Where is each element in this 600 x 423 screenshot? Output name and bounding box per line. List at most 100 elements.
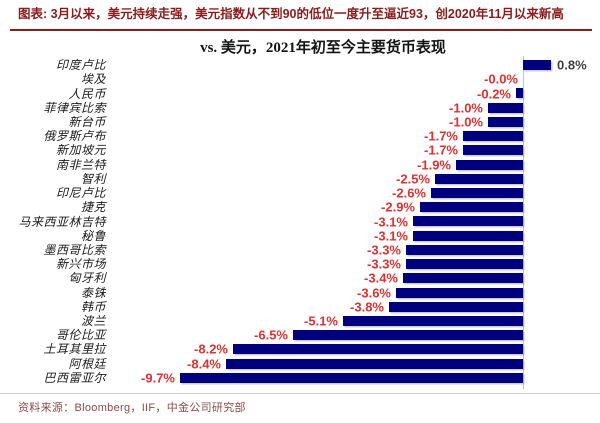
bar bbox=[396, 287, 523, 298]
bar bbox=[413, 216, 523, 227]
category-label: 俄罗斯卢布 bbox=[43, 129, 106, 144]
bar-zone: -1.7% bbox=[106, 143, 600, 157]
value-label: -9.7% bbox=[141, 370, 175, 386]
bar bbox=[406, 259, 523, 270]
bar bbox=[413, 230, 523, 241]
footer-divider bbox=[0, 393, 600, 394]
bar-zone: -2.6% bbox=[106, 186, 600, 200]
value-label: -1.0% bbox=[449, 114, 483, 130]
zero-axis-line bbox=[523, 56, 524, 389]
chart-row: 秘鲁 -3.1% bbox=[0, 229, 600, 243]
category-label: 新台币 bbox=[68, 114, 106, 129]
chart-row: 印度卢比 0.8% bbox=[0, 58, 600, 72]
bar bbox=[343, 315, 523, 326]
category-label: 埃及 bbox=[80, 72, 106, 87]
category-label: 巴西雷亚尔 bbox=[43, 370, 106, 385]
value-label: -0.2% bbox=[477, 86, 511, 102]
chart-row: 波兰 -5.1% bbox=[0, 314, 600, 328]
chart-row: 新加坡元 -1.7% bbox=[0, 143, 600, 157]
chart-row: 捷克 -2.9% bbox=[0, 200, 600, 214]
chart-row: 新台币 -1.0% bbox=[0, 115, 600, 129]
value-label: -6.5% bbox=[254, 327, 288, 343]
value-label: -5.1% bbox=[304, 313, 338, 329]
category-label: 印尼卢比 bbox=[55, 186, 106, 201]
category-label: 马来西亚林吉特 bbox=[18, 214, 106, 229]
bar-zone: -0.0% bbox=[106, 72, 600, 86]
bar bbox=[420, 202, 523, 213]
value-label: -2.6% bbox=[392, 185, 426, 201]
value-label: -1.7% bbox=[424, 142, 458, 158]
value-label: -1.7% bbox=[424, 128, 458, 144]
bar-zone: -3.1% bbox=[106, 229, 600, 243]
bar bbox=[180, 372, 523, 383]
chart-row: 阿根廷 -8.4% bbox=[0, 357, 600, 371]
bar bbox=[233, 344, 523, 355]
bar bbox=[516, 88, 523, 99]
bar bbox=[523, 60, 551, 70]
category-label: 泰铢 bbox=[80, 285, 106, 300]
bar-zone: -1.9% bbox=[106, 158, 600, 172]
bar bbox=[406, 244, 523, 255]
chart-row: 土耳其里拉 -8.2% bbox=[0, 342, 600, 356]
bar-zone: -3.1% bbox=[106, 214, 600, 228]
chart-row: 匈牙利 -3.4% bbox=[0, 271, 600, 285]
chart-row: 埃及 -0.0% bbox=[0, 72, 600, 86]
chart-row: 韩币 -3.8% bbox=[0, 300, 600, 314]
chart-row: 印尼卢比 -2.6% bbox=[0, 186, 600, 200]
bar-zone: -0.2% bbox=[106, 86, 600, 100]
chart-row: 新兴市场 -3.3% bbox=[0, 257, 600, 271]
category-label: 人民币 bbox=[68, 86, 106, 101]
bar-zone: -3.6% bbox=[106, 286, 600, 300]
bar-zone: -1.0% bbox=[106, 115, 600, 129]
bar-zone: -8.2% bbox=[106, 342, 600, 356]
bar-zone: -9.7% bbox=[106, 371, 600, 385]
chart-row: 人民币 -0.2% bbox=[0, 86, 600, 100]
chart-row: 菲律宾比索 -1.0% bbox=[0, 101, 600, 115]
chart-row: 智利 -2.5% bbox=[0, 172, 600, 186]
bar-zone: -1.7% bbox=[106, 129, 600, 143]
chart-row: 墨西哥比索 -3.3% bbox=[0, 243, 600, 257]
chart-row: 泰铢 -3.6% bbox=[0, 286, 600, 300]
chart-row: 哥伦比亚 -6.5% bbox=[0, 328, 600, 342]
chart-title: vs. 美元，2021年初至今主要货币表现 bbox=[200, 40, 446, 56]
category-label: 匈牙利 bbox=[68, 271, 106, 286]
bar-zone: 0.8% bbox=[106, 58, 600, 72]
bar-zone: -2.9% bbox=[106, 200, 600, 214]
category-label: 波兰 bbox=[80, 314, 106, 329]
bar bbox=[488, 102, 523, 113]
value-label: -3.1% bbox=[374, 214, 408, 230]
category-label: 捷克 bbox=[80, 200, 106, 215]
bar bbox=[488, 116, 523, 127]
chart-row: 俄罗斯卢布 -1.7% bbox=[0, 129, 600, 143]
category-label: 新兴市场 bbox=[55, 257, 106, 272]
value-label: -0.0% bbox=[484, 71, 518, 87]
bar-zone: -6.5% bbox=[106, 328, 600, 342]
bar bbox=[403, 273, 523, 284]
value-label: -1.9% bbox=[417, 157, 451, 173]
bar bbox=[456, 159, 523, 170]
chart-row: 巴西雷亚尔 -9.7% bbox=[0, 371, 600, 385]
value-label: -3.3% bbox=[367, 242, 401, 258]
value-label: -3.6% bbox=[357, 285, 391, 301]
category-label: 墨西哥比索 bbox=[43, 242, 106, 257]
category-label: 新加坡元 bbox=[55, 143, 106, 158]
category-label: 秘鲁 bbox=[80, 228, 106, 243]
bar bbox=[226, 358, 523, 369]
plot-area: 印度卢比 0.8% 埃及 -0.0% 人民币 -0.2% 菲律宾比索 -1.0% 新台币 -1.0… bbox=[0, 58, 600, 385]
value-label: -2.5% bbox=[396, 171, 430, 187]
bar-zone: -3.3% bbox=[106, 257, 600, 271]
bar-zone: -3.4% bbox=[106, 271, 600, 285]
value-label: -8.4% bbox=[187, 356, 221, 372]
bar-zone: -8.4% bbox=[106, 357, 600, 371]
value-label: -8.2% bbox=[194, 341, 228, 357]
bar bbox=[293, 330, 523, 341]
bar bbox=[389, 301, 523, 312]
value-label: -3.1% bbox=[374, 228, 408, 244]
category-label: 土耳其里拉 bbox=[43, 342, 106, 357]
chart-row: 南非兰特 -1.9% bbox=[0, 158, 600, 172]
value-label: -1.0% bbox=[449, 100, 483, 116]
value-label: -3.8% bbox=[350, 299, 384, 315]
source-note: 资料来源：Bloomberg，IIF，中金公司研究部 bbox=[18, 402, 246, 414]
bar-zone: -5.1% bbox=[106, 314, 600, 328]
